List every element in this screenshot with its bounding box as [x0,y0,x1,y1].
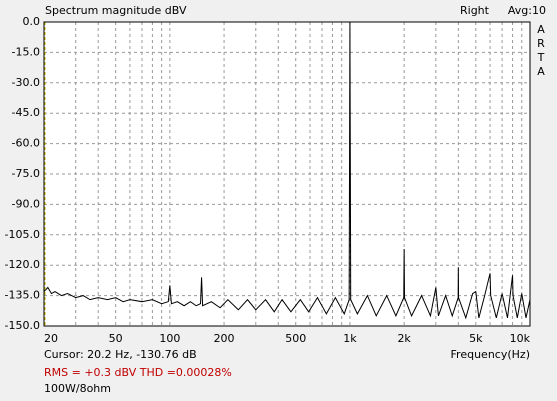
y-tick-label: -120.0 [5,258,40,271]
plot-frame [43,21,531,327]
y-tick-label: -60.0 [12,137,40,150]
x-tick-label: 5k [469,332,483,345]
cursor-readout: Cursor: 20.2 Hz, -130.76 dB [44,348,197,361]
y-tick-label: -135.0 [5,289,40,302]
x-tick-label: 10k [510,332,531,345]
x-tick-label: 100 [159,332,180,345]
spectrum-line [43,21,531,320]
rms-readout: RMS = +0.3 dBV THD =0.00028% [44,366,232,379]
y-tick-label: -15.0 [12,45,40,58]
average: Avg:10 [508,4,546,17]
y-tick-label: -105.0 [5,228,40,241]
brand-letter: R [537,37,545,50]
x-axis-label: Frequency(Hz) [451,348,530,361]
channel: Right [460,4,490,17]
y-tick-label: -90.0 [12,197,40,210]
y-tick-label: -75.0 [12,167,40,180]
y-tick-label: 0.0 [23,15,41,28]
brand-letter: A [537,23,545,36]
x-tick-label: 50 [109,332,123,345]
brand-letter: T [537,51,545,64]
x-tick-label: 200 [214,332,235,345]
y-tick-label: -150.0 [5,319,40,332]
x-tick-label: 1k [343,332,357,345]
brand-letter: A [537,65,545,78]
y-tick-label: -45.0 [12,106,40,119]
x-tick-label: 2k [397,332,411,345]
note: 100W/8ohm [44,382,111,395]
chart-title: Spectrum magnitude dBV [45,4,187,17]
x-tick-label: 20 [44,332,58,345]
y-tick-label: -30.0 [12,76,40,89]
x-tick-label: 500 [285,332,306,345]
